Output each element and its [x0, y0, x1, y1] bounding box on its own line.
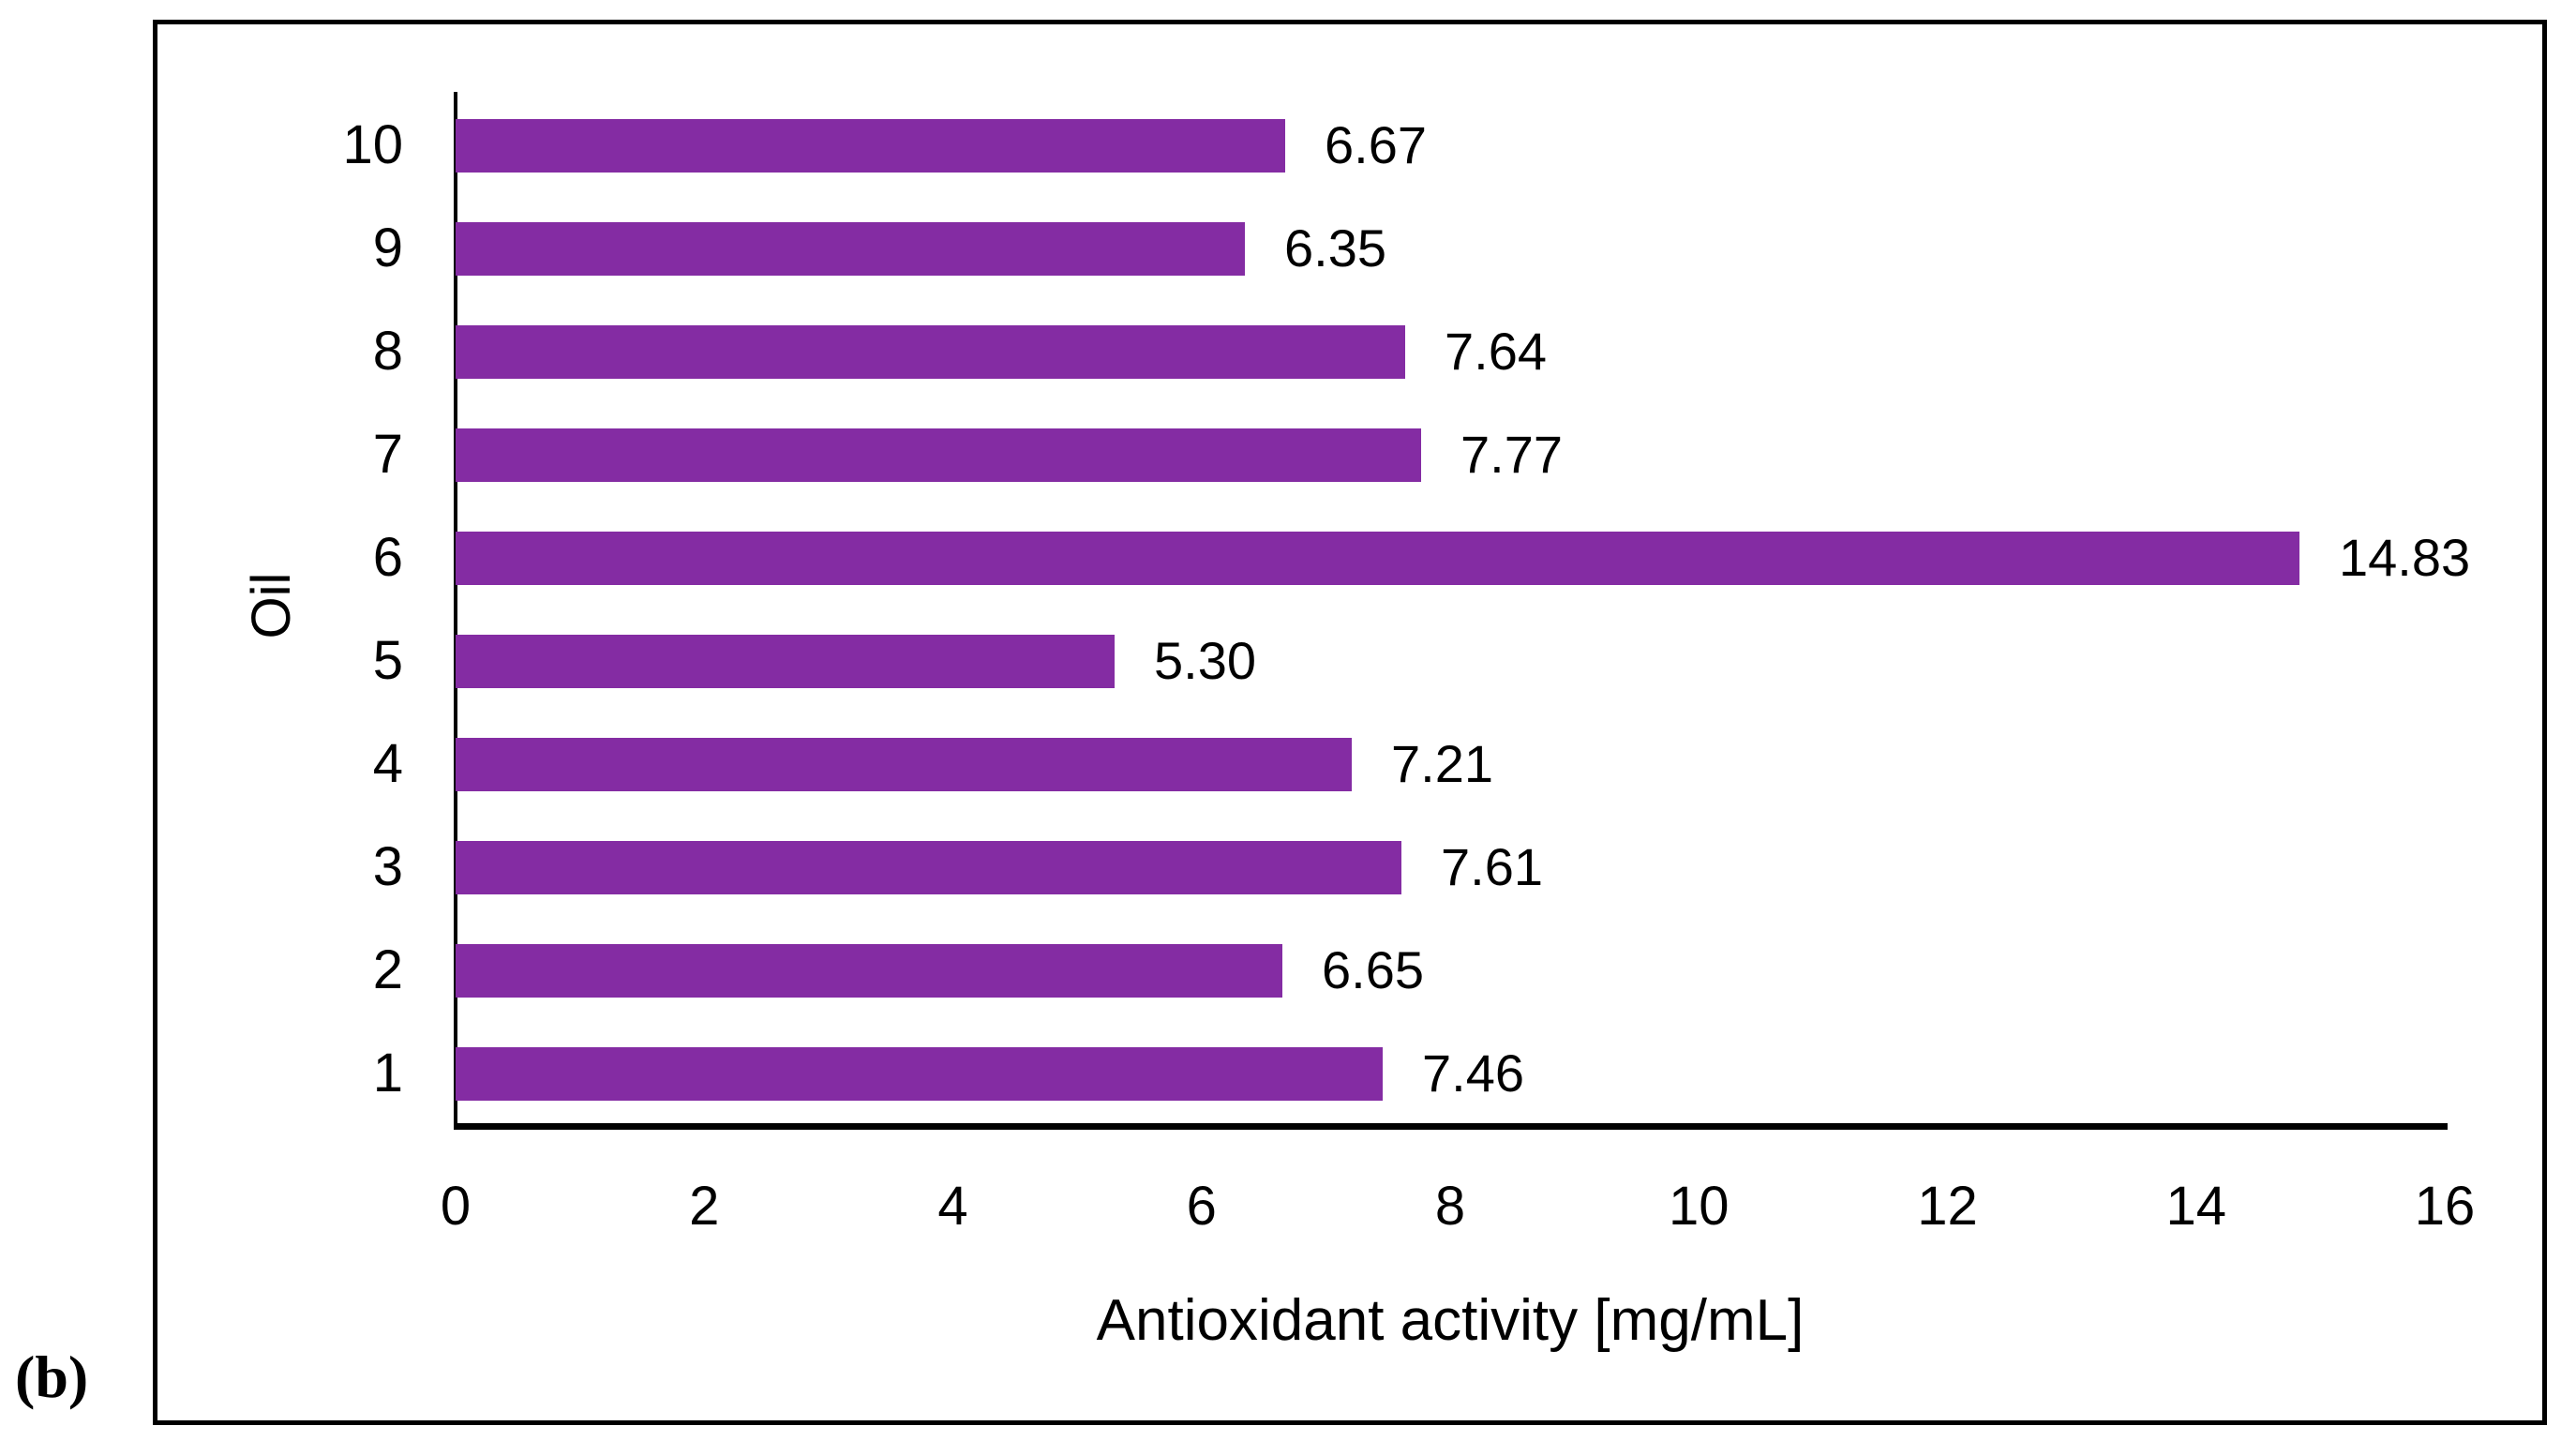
bar [456, 221, 1245, 276]
figure-panel-label: (b) [15, 1343, 89, 1410]
category-label: 9 [372, 218, 403, 278]
bar-row: 9 6.35 [251, 197, 2557, 300]
bar [456, 840, 1401, 894]
category-label: 4 [372, 733, 403, 794]
bar [456, 324, 1405, 379]
category-label: 8 [372, 321, 403, 382]
value-label: 7.77 [1460, 425, 1563, 484]
x-tick-label: 2 [689, 1176, 720, 1237]
category-label: 7 [372, 424, 403, 485]
category-label: 6 [372, 527, 403, 588]
category-label: 2 [372, 939, 403, 1000]
value-label: 6.67 [1325, 115, 1427, 174]
bar [456, 943, 1282, 998]
chart-frame: Oil 10 6.67 9 6.35 8 7.64 7 7.77 6 14.83 5 5.30 4 7.2… [153, 20, 2547, 1425]
x-tick-label: 10 [1668, 1176, 1730, 1237]
x-axis-ticks: 0 2 4 6 8 10 12 14 16 [441, 1176, 2475, 1245]
bar [456, 737, 1352, 791]
bar-row: 7 7.77 [251, 403, 2557, 506]
x-tick-label: 0 [440, 1176, 472, 1237]
value-label: 7.64 [1445, 322, 1547, 381]
bars: 10 6.67 9 6.35 8 7.64 7 7.77 6 14.83 5 5.30 4 7.21 3 7.… [251, 94, 2557, 1125]
x-tick-label: 6 [1186, 1176, 1217, 1237]
category-label: 1 [372, 1043, 403, 1103]
x-tick-label: 16 [2414, 1176, 2476, 1237]
value-label: 7.46 [1422, 1043, 1524, 1103]
bar [456, 428, 1421, 482]
x-tick-label: 12 [1917, 1176, 1978, 1237]
bar [456, 634, 1115, 688]
bar [456, 1046, 1383, 1101]
category-label: 3 [372, 836, 403, 897]
bar [456, 118, 1285, 173]
category-label: 10 [342, 114, 403, 175]
value-label: 6.65 [1322, 940, 1424, 999]
x-tick-label: 8 [1434, 1176, 1466, 1237]
x-axis-title: Antioxidant activity [mg/mL] [1096, 1288, 1805, 1353]
y-axis-line [454, 92, 457, 1129]
value-label: 5.30 [1154, 631, 1256, 690]
bar-row: 1 7.46 [251, 1022, 2557, 1125]
category-label: 5 [372, 630, 403, 691]
x-tick-label: 4 [937, 1176, 968, 1237]
plot-area: Oil 10 6.67 9 6.35 8 7.64 7 7.77 6 14.83 5 5.30 4 7.2… [157, 24, 2542, 1420]
bar-row: 6 14.83 [251, 506, 2557, 609]
x-axis-line [454, 1123, 2448, 1130]
bar-row: 5 5.30 [251, 609, 2557, 713]
value-label: 7.61 [1441, 837, 1543, 896]
x-tick-label: 14 [2165, 1176, 2226, 1237]
value-label: 6.35 [1284, 218, 1386, 278]
bar-row: 4 7.21 [251, 713, 2557, 816]
bar-row: 3 7.61 [251, 816, 2557, 919]
bar-row: 2 6.65 [251, 919, 2557, 1022]
bar-row: 8 7.64 [251, 300, 2557, 403]
bar-row: 10 6.67 [251, 94, 2557, 197]
value-label: 7.21 [1391, 734, 1493, 793]
value-label: 14.83 [2339, 528, 2471, 587]
bar [456, 531, 2299, 585]
